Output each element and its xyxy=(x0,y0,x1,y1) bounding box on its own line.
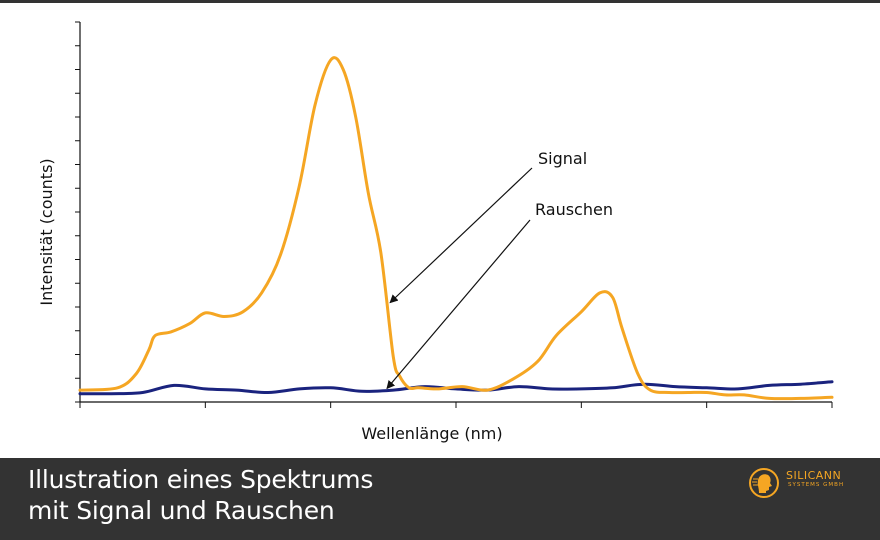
footer-bar: Illustration eines Spektrums mit Signal … xyxy=(0,458,880,540)
spectrum-chart: Signal Rauschen Wellenlänge (nm) Intensit… xyxy=(37,21,834,443)
series-line-signal xyxy=(78,56,834,401)
logo-name: SILICANN xyxy=(786,469,842,482)
y-axis-label: Intensität (counts) xyxy=(37,158,56,305)
annotation-signal: Signal xyxy=(538,149,587,168)
top-border xyxy=(0,0,880,3)
head-silhouette-icon xyxy=(749,468,779,498)
axes xyxy=(75,21,833,408)
annotation-arrow-rauschen xyxy=(386,219,531,390)
series-layer xyxy=(78,56,834,401)
company-logo: SILICANN SYSTEMS GMBH xyxy=(748,468,858,498)
annotation-rauschen: Rauschen xyxy=(535,200,613,219)
series-line-rauschen xyxy=(78,380,834,396)
x-axis-label: Wellenlänge (nm) xyxy=(361,424,502,443)
annotation-arrow-signal xyxy=(389,167,533,304)
logo-subtitle: SYSTEMS GMBH xyxy=(788,482,845,488)
annotation-layer: Signal Rauschen xyxy=(386,149,613,390)
footer-caption: Illustration eines Spektrums mit Signal … xyxy=(28,465,374,525)
